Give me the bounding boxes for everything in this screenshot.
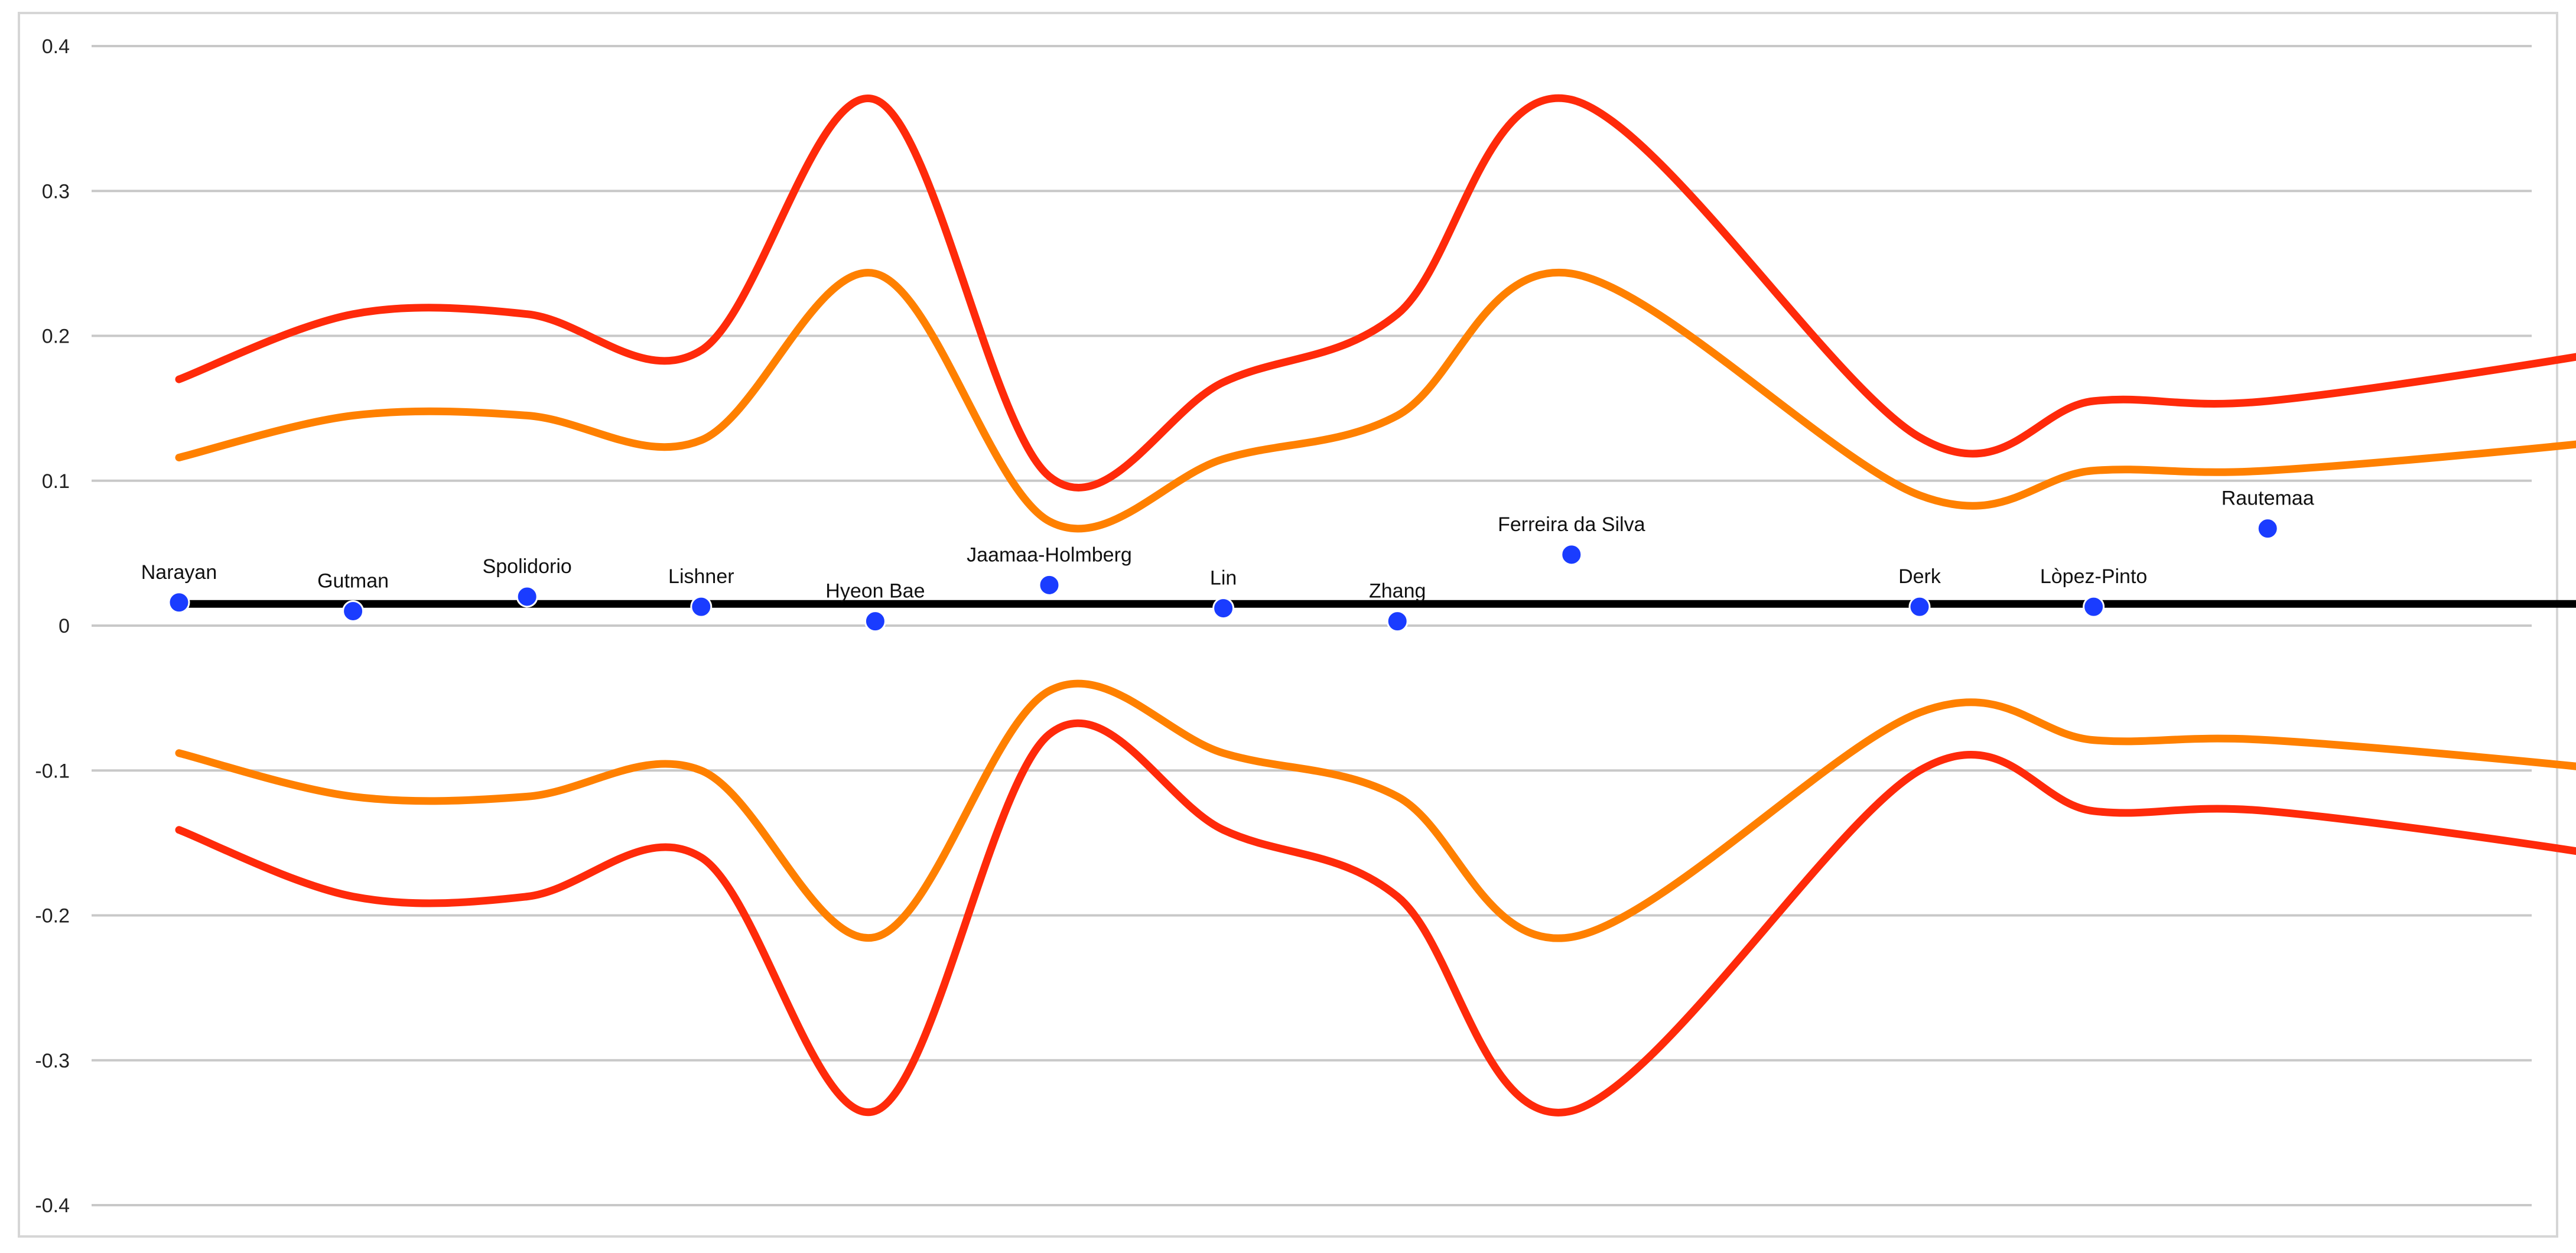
data-point-label: Lishner [668,565,734,588]
data-point-label: Gutman [317,569,389,592]
data-point [1212,597,1235,620]
data-point [2256,518,2279,540]
data-point-label: Narayan [141,561,217,584]
series-line-2 [175,268,2576,533]
data-point-label: Derk [1898,565,1941,588]
y-tick-label: -0.3 [35,1050,70,1072]
data-point-label: Lin [1210,567,1237,590]
data-point-label: Rautemaa [2222,487,2314,510]
data-point-label: Lòpez-Pinto [2040,565,2147,588]
data-point [690,595,713,618]
y-tick-label: -0.2 [35,905,70,927]
data-point-label: Spolidorio [483,555,572,578]
data-point [516,585,538,608]
y-tick-label: 0.3 [42,180,70,203]
data-point-label: Zhang [1369,580,1426,603]
data-point [1560,543,1583,566]
y-tick-label: -0.1 [35,760,70,782]
data-point [1386,610,1409,633]
y-tick-label: 0.2 [42,326,70,348]
series-line-1 [175,94,2576,492]
data-point [1908,595,1931,618]
series-line-4 [175,719,2576,1117]
y-tick-label: -0.4 [35,1195,70,1217]
data-point [2083,595,2105,618]
data-point [864,610,886,633]
y-tick-label: 0.1 [42,470,70,493]
data-point-label: Hyeon Bae [825,580,925,603]
series-line-3 [175,679,2576,942]
data-point [1038,574,1061,596]
data-point [342,600,365,622]
y-tick-label: 0 [58,615,70,637]
data-point-label: Ferreira da Silva [1498,513,1645,536]
data-point [168,591,190,614]
data-point-label: Jaamaa-Holmberg [967,543,1132,566]
y-tick-label: 0.4 [42,35,70,58]
